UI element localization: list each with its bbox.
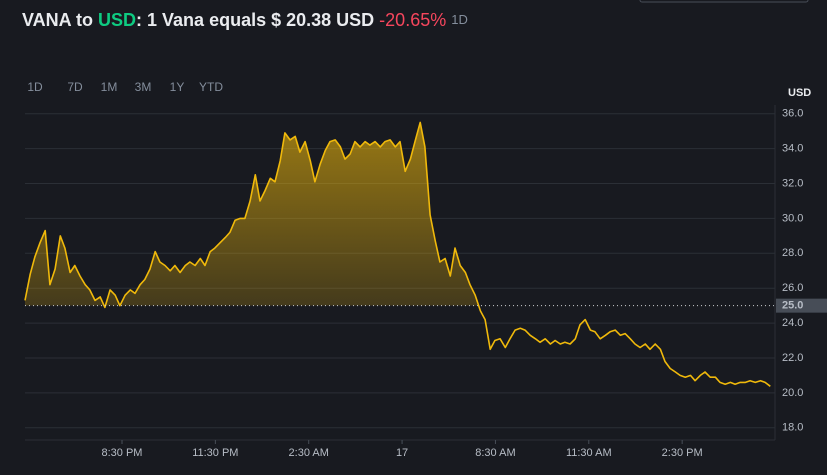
y-tick-label: 20.0 (782, 387, 803, 399)
y-tick-label: 24.0 (782, 317, 803, 329)
y-tick-label: 18.0 (782, 422, 803, 434)
range-tab[interactable]: 1D (27, 80, 43, 94)
x-tick-label: 11:30 PM (192, 447, 238, 459)
x-tick-label: 2:30 AM (289, 447, 329, 459)
title-prefix: VANA to (22, 10, 93, 30)
y-tick-label: 34.0 (782, 143, 803, 155)
x-tick-label: 17 (396, 447, 408, 459)
plot-area: 18.0 20.0 22.0 24.0 26.0 28.0 30.0 32.0 34.0 36.0… (24, 105, 827, 459)
baseline-label: 25.0 (782, 300, 803, 312)
x-tick-label: 8:30 AM (475, 447, 515, 459)
price-line (24, 121, 771, 387)
area (25, 122, 771, 306)
x-tick-label: 8:30 PM (102, 447, 143, 459)
y-tick-label: 32.0 (782, 177, 803, 189)
y-tick-label: 36.0 (782, 108, 803, 120)
search-box[interactable] (639, 0, 809, 3)
x-tick-label: 11:30 AM (566, 447, 612, 459)
y-tick-label: 30.0 (782, 212, 803, 224)
y-unit: USD (788, 87, 811, 99)
range-tab[interactable]: 7D (67, 80, 83, 94)
title-quote: USD (98, 10, 136, 30)
title-change: -20.65% (379, 10, 446, 30)
y-tick-label: 26.0 (782, 282, 803, 294)
range-tab[interactable]: 1Y (170, 80, 185, 94)
baseline-label-bg (776, 298, 827, 313)
range-tab[interactable]: YTD (199, 80, 223, 94)
range-tab[interactable]: 1M (101, 80, 118, 94)
y-tick-label: 22.0 (782, 352, 803, 364)
chart-title: VANA to USD: 1 Vana equals $ 20.38 USD -… (22, 10, 468, 30)
title-rate: : 1 Vana equals $ 20.38 USD (136, 10, 374, 30)
y-tick-label: 28.0 (782, 247, 803, 259)
range-tab[interactable]: 3M (135, 80, 152, 94)
x-tick-label: 2:30 PM (662, 447, 703, 459)
range-tabs: 1D 7D 1M 3M 1Y YTD (27, 80, 223, 94)
title-period: 1D (451, 12, 468, 27)
